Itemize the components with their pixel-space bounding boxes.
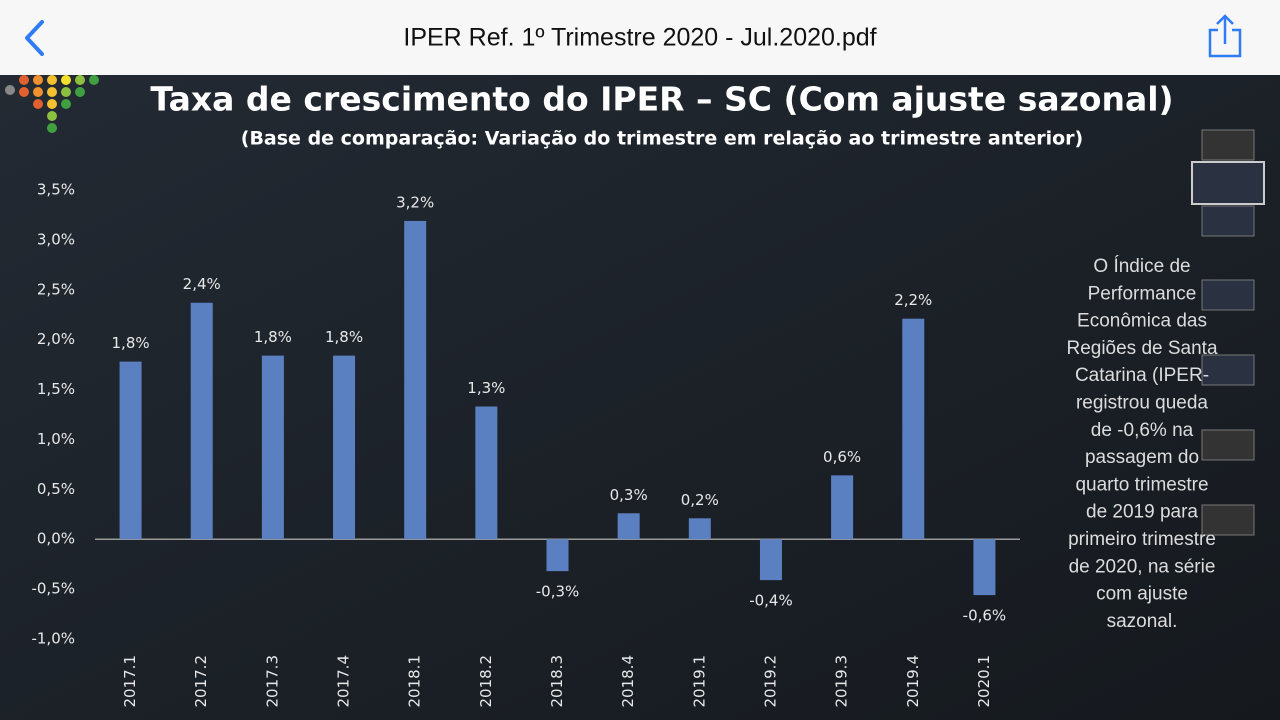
x-tick-label: 2019.1 [690, 655, 708, 708]
y-tick-label: 0,5% [37, 480, 75, 498]
x-tick-label: 2017.4 [335, 655, 353, 708]
chart-title: Taxa de crescimento do IPER – SC (Com aj… [150, 80, 1173, 119]
top-bar [0, 0, 1280, 75]
value-label: 2,4% [183, 275, 221, 293]
side-text-line: passagem do [1085, 447, 1199, 468]
side-text-line: de 2020, na série [1069, 556, 1216, 577]
value-label: -0,3% [536, 583, 580, 601]
side-text-line: registrou queda [1076, 393, 1208, 414]
side-text-line: Catarina (IPER- [1075, 365, 1209, 386]
x-tick-label: 2019.4 [904, 655, 922, 708]
y-tick-label: -1,0% [31, 630, 75, 648]
value-label: 1,8% [325, 328, 363, 346]
side-text-line: primeiro trimestre [1068, 529, 1216, 550]
value-label: 1,8% [254, 328, 292, 346]
y-tick-label: 1,5% [37, 380, 75, 398]
x-tick-label: 2019.2 [761, 655, 779, 708]
y-tick-label: 0,0% [37, 530, 75, 548]
value-label: 2,2% [894, 291, 932, 309]
x-tick-label: 2018.1 [406, 655, 424, 708]
x-tick-label: 2018.3 [548, 655, 566, 708]
bar [333, 355, 356, 540]
side-text-line: Regiões de Santa [1066, 338, 1217, 359]
value-label: 1,3% [467, 379, 505, 397]
x-tick-label: 2020.1 [975, 655, 993, 708]
x-tick-label: 2017.1 [121, 655, 139, 708]
x-tick-label: 2017.3 [263, 655, 281, 708]
bar [831, 475, 854, 540]
back-button[interactable] [25, 20, 44, 56]
y-tick-label: 2,5% [37, 280, 75, 298]
side-text-line: quarto trimestre [1075, 474, 1208, 495]
value-label: 0,6% [823, 448, 861, 466]
side-text-line: de 2019 para [1086, 502, 1198, 523]
y-tick-label: 2,0% [37, 330, 75, 348]
bar [617, 513, 640, 540]
slide-background [0, 75, 1280, 720]
side-text-line: Econômica das [1077, 311, 1207, 332]
share-button[interactable] [1208, 14, 1242, 58]
thumbnails [1191, 129, 1265, 536]
bar [119, 361, 142, 540]
value-label: 0,2% [681, 491, 719, 509]
logo [5, 75, 99, 133]
y-tick-label: 3,5% [37, 181, 75, 199]
value-label: 1,8% [112, 334, 150, 352]
bar [973, 539, 996, 596]
value-label: 0,3% [610, 486, 648, 504]
x-tick-label: 2018.2 [477, 655, 495, 708]
side-text-line: O Índice de [1093, 256, 1190, 277]
y-tick-label: 3,0% [37, 230, 75, 248]
bar [902, 318, 925, 540]
side-text-line: com ajuste [1096, 584, 1188, 605]
bar [688, 518, 711, 540]
value-label: -0,6% [963, 607, 1007, 625]
bar [475, 406, 498, 540]
x-tick-label: 2019.3 [833, 655, 851, 708]
bar [546, 539, 569, 572]
value-label: 3,2% [396, 193, 434, 211]
bar [404, 220, 427, 540]
side-text-line: sazonal. [1107, 611, 1178, 632]
side-text-line: Performance [1088, 283, 1197, 304]
value-label: -0,4% [749, 592, 793, 610]
bar [190, 302, 213, 540]
y-tick-label: -0,5% [31, 580, 75, 598]
x-tick-label: 2018.4 [619, 655, 637, 708]
side-text-line: de -0,6% na [1091, 420, 1194, 441]
bar [759, 539, 782, 581]
x-tick-label: 2017.2 [192, 655, 210, 708]
document-title: IPER Ref. 1º Trimestre 2020 - Jul.2020.p… [403, 24, 876, 52]
bar [261, 355, 284, 540]
y-tick-label: 1,0% [37, 430, 75, 448]
chart-subtitle: (Base de comparação: Variação do trimest… [241, 128, 1083, 150]
